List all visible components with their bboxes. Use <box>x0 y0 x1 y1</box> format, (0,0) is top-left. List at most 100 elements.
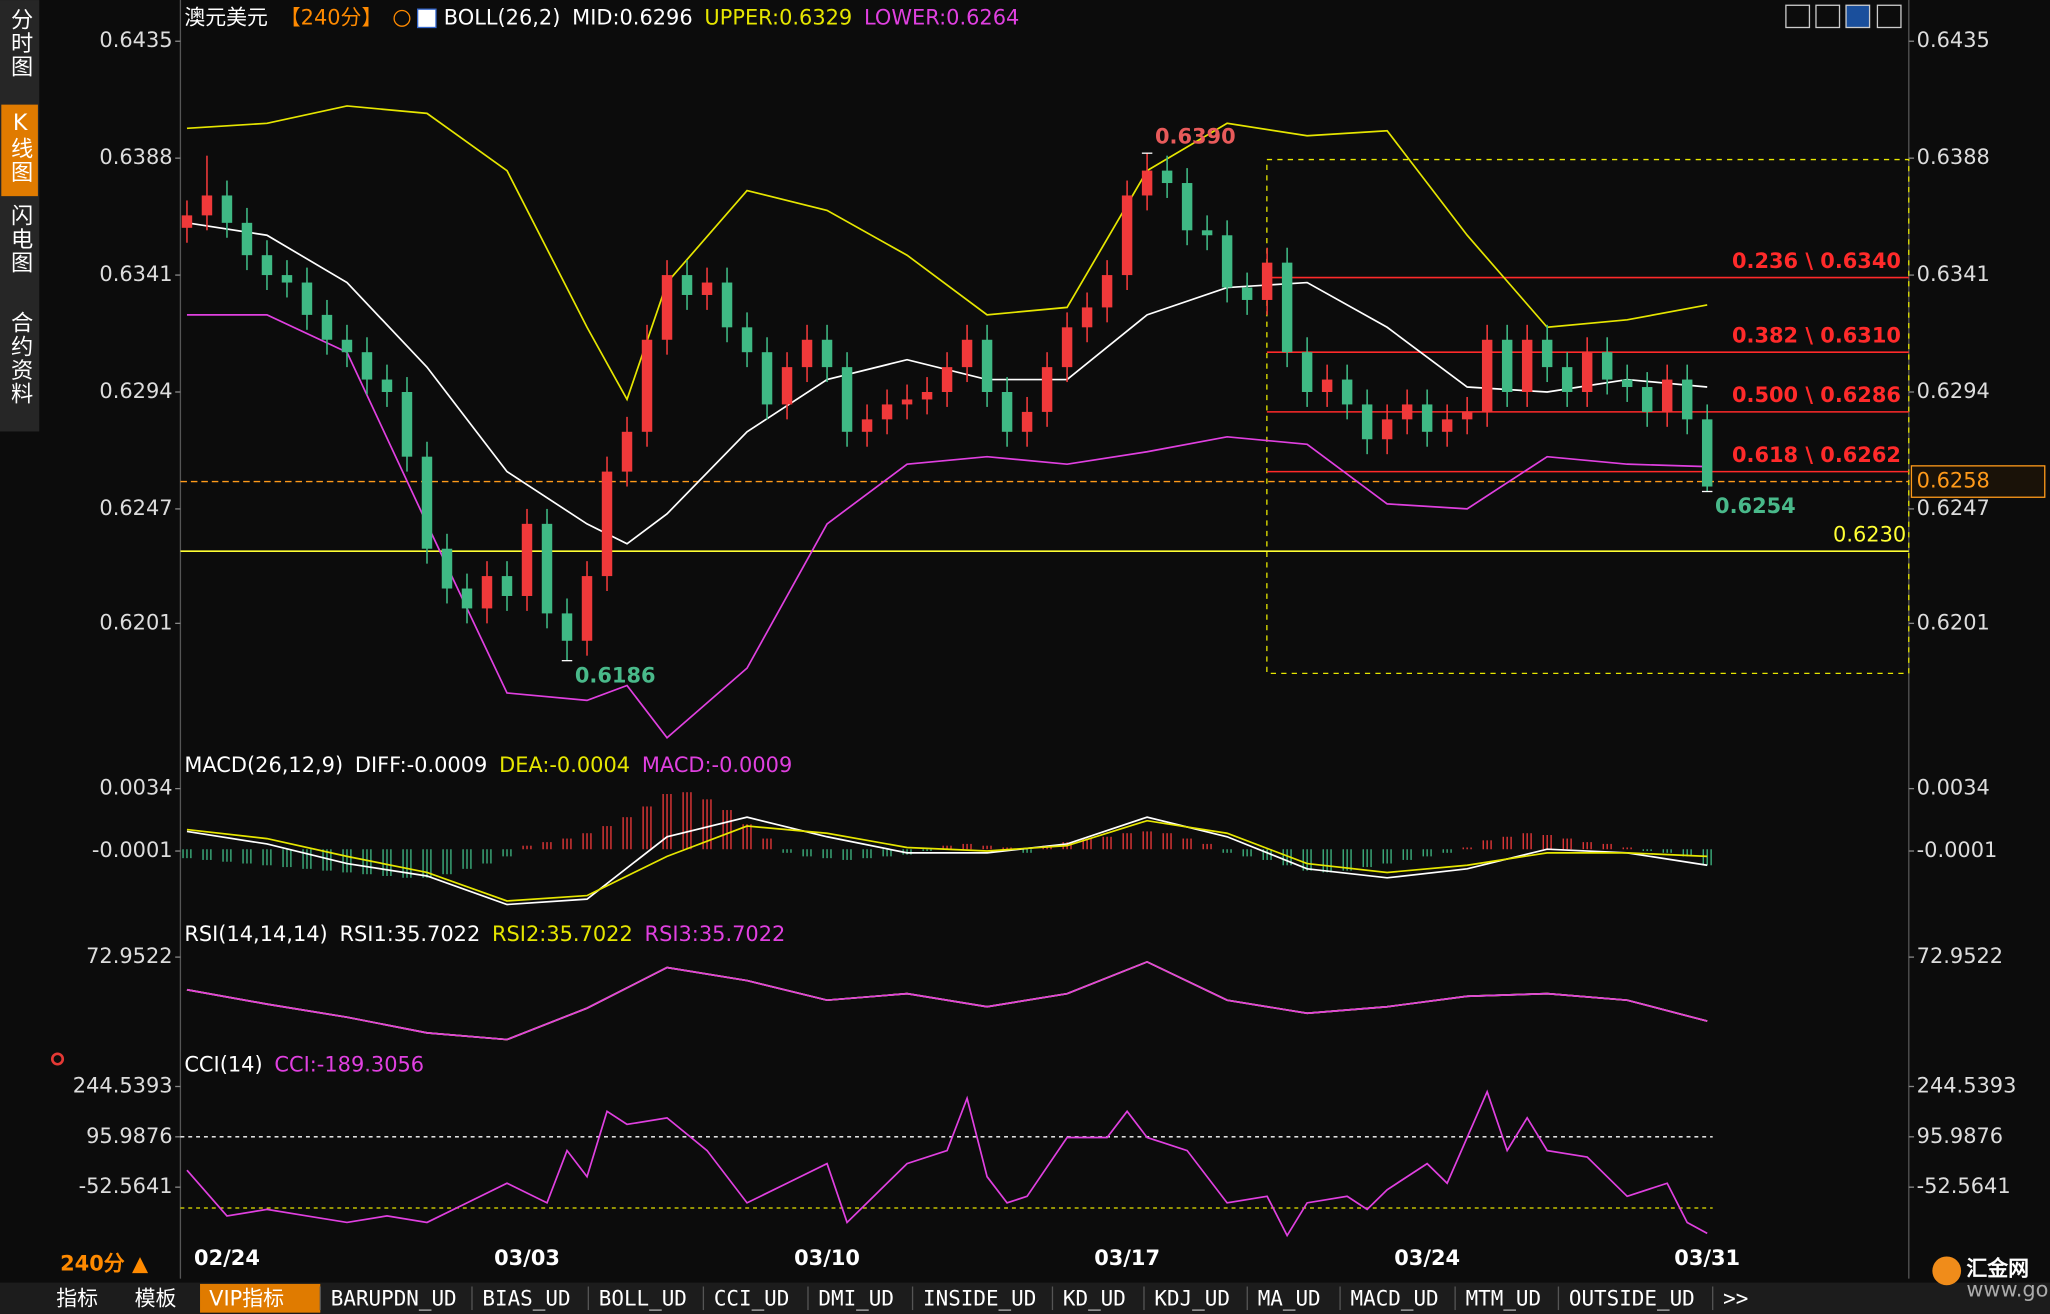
candle-body <box>501 576 513 596</box>
legend-text: DEA:-0.0004 <box>499 753 630 777</box>
toolbar-button[interactable]: 模板 <box>135 1287 177 1311</box>
candle-body <box>801 339 813 368</box>
toolbar-button[interactable]: INSIDE_UD <box>923 1287 1036 1311</box>
settings-icon[interactable] <box>50 1052 65 1066</box>
y-tick-label: -0.0001 <box>1917 838 1998 862</box>
legend-text: DIFF:-0.0009 <box>355 753 487 777</box>
support-label: 0.6230 <box>1833 523 1906 547</box>
fib-label: 0.236 \ 0.6340 <box>1732 249 1901 273</box>
toolbar <box>0 1282 2050 1314</box>
candle-body <box>741 327 753 353</box>
candle-body <box>641 339 653 432</box>
candle-body <box>1241 287 1253 300</box>
candle-body <box>1601 352 1613 380</box>
tab-active-bg <box>1 104 38 197</box>
candle-body <box>601 471 613 577</box>
candle-body <box>961 339 973 368</box>
toolbar-button[interactable]: KDJ_UD <box>1154 1287 1230 1311</box>
icon[interactable] <box>1876 4 1902 29</box>
y-tick-label: 0.6388 <box>99 145 172 169</box>
toolbar-button[interactable]: BARUPDN_UD <box>331 1287 457 1311</box>
indicator-line <box>186 960 1708 1041</box>
candle-body <box>1001 391 1013 432</box>
toolbar-button[interactable]: >> <box>1723 1287 1748 1311</box>
annotation-label: 0.6186 <box>575 663 656 687</box>
legend-text: LOWER:0.6264 <box>864 5 1019 29</box>
legend-text: RSI(14,14,14) <box>184 922 327 946</box>
y-tick-label: 0.6341 <box>99 262 172 286</box>
y-tick-label: 244.5393 <box>1917 1073 2017 1097</box>
toolbar-button[interactable]: KD_UD <box>1063 1287 1126 1311</box>
candle-body <box>1301 352 1313 392</box>
candle-body <box>421 456 433 549</box>
fib-label: 0.618 \ 0.6262 <box>1732 443 1901 467</box>
candle-body <box>1701 419 1713 487</box>
icon[interactable] <box>1845 4 1871 29</box>
sidebar-tab[interactable]: 合约资料 <box>7 311 33 406</box>
candle-body <box>821 339 833 368</box>
candle-body <box>1461 411 1473 420</box>
x-tick-label: 03/24 <box>1394 1246 1460 1270</box>
icon[interactable] <box>1785 4 1811 29</box>
toolbar-button[interactable]: MA_UD <box>1258 1287 1321 1311</box>
candle-body <box>841 367 853 432</box>
legend-text: CCI:-189.3056 <box>274 1053 424 1077</box>
last-price-label: 0.6258 <box>1917 469 1990 493</box>
candle-body <box>1561 367 1573 392</box>
x-tick-label: 03/17 <box>1094 1246 1160 1270</box>
toolbar-button[interactable]: VIP指标 <box>209 1287 284 1311</box>
candle-body <box>1501 339 1513 392</box>
toolbar-button[interactable]: BOLL_UD <box>599 1287 687 1311</box>
legend-text: RSI2:35.7022 <box>492 922 633 946</box>
candle-body <box>1681 379 1693 420</box>
toolbar-button[interactable]: MTM_UD <box>1466 1287 1542 1311</box>
candle-body <box>1401 404 1413 420</box>
candle-body <box>1081 307 1093 328</box>
candle-body <box>901 399 913 405</box>
legend-text: 【240分】 <box>280 5 383 29</box>
toolbar-button[interactable]: MACD_UD <box>1351 1287 1439 1311</box>
candle-body <box>1061 327 1073 368</box>
candle-body <box>1381 419 1393 440</box>
toolbar-button[interactable]: OUTSIDE_UD <box>1569 1287 1695 1311</box>
sidebar-tab[interactable]: 分时图 <box>7 7 33 78</box>
y-tick-label: 95.9876 <box>1917 1124 2003 1148</box>
header-bg <box>181 5 1150 32</box>
candle-body <box>361 352 373 380</box>
legend-text: BOLL(26,2) <box>444 5 561 29</box>
indicator-line <box>186 314 1708 740</box>
y-tick-label: -52.5641 <box>1917 1174 2011 1198</box>
logo-url: www.gold678.com <box>1966 1277 2050 1301</box>
indicator-line <box>186 105 1708 402</box>
period-button[interactable]: 240分 ▲ <box>60 1251 149 1275</box>
y-tick-label: 0.6388 <box>1917 145 1990 169</box>
sidebar-tab[interactable]: 闪电图 <box>7 204 33 275</box>
legend-text: UPPER:0.6329 <box>704 5 852 29</box>
logo-icon <box>1932 1256 1962 1286</box>
candle-body <box>981 339 993 392</box>
toolbar-button[interactable]: 指标 <box>56 1287 98 1311</box>
toolbar-button[interactable]: CCI_UD <box>714 1287 790 1311</box>
candle-body <box>341 339 353 353</box>
candle-body <box>581 576 593 641</box>
icon[interactable] <box>1815 4 1841 29</box>
candle-body <box>1441 419 1453 432</box>
y-tick-label: 0.6247 <box>99 496 172 520</box>
toolbar-button[interactable]: BIAS_UD <box>482 1287 570 1311</box>
x-tick-label: 02/24 <box>194 1246 260 1270</box>
candle-body <box>1521 339 1533 392</box>
candle-body <box>1181 183 1193 231</box>
candle-body <box>761 352 773 405</box>
fib-range-box <box>1266 158 1910 674</box>
candle-body <box>281 275 293 283</box>
candle-body <box>1581 352 1593 392</box>
legend-text: CCI(14) <box>184 1053 262 1077</box>
candle-body <box>1641 387 1653 412</box>
toolbar-button[interactable]: DMI_UD <box>818 1287 894 1311</box>
candle-body <box>1341 379 1353 405</box>
sidebar-tab[interactable]: K线图 <box>7 110 33 184</box>
toolbar-active-bg <box>200 1283 321 1313</box>
candle-body <box>1121 195 1133 276</box>
